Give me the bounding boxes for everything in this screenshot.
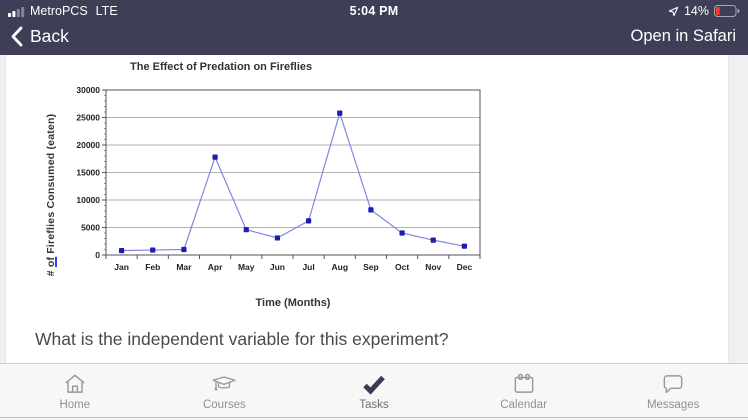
svg-text:Jan: Jan bbox=[114, 262, 129, 272]
tab-home[interactable]: Home bbox=[0, 364, 150, 420]
svg-text:Sep: Sep bbox=[363, 262, 379, 272]
graduation-cap-icon bbox=[210, 370, 238, 398]
calendar-icon bbox=[511, 370, 537, 398]
svg-text:20000: 20000 bbox=[76, 140, 100, 150]
clock: 5:04 PM bbox=[349, 4, 399, 18]
checkmark-icon bbox=[360, 370, 388, 398]
open-in-safari-button[interactable]: Open in Safari bbox=[630, 27, 736, 45]
svg-text:May: May bbox=[238, 262, 255, 272]
tab-courses-label: Courses bbox=[202, 399, 246, 411]
svg-text:Aug: Aug bbox=[331, 262, 348, 272]
svg-text:25000: 25000 bbox=[76, 113, 100, 123]
tab-home-label: Home bbox=[59, 399, 91, 411]
svg-text:15000: 15000 bbox=[76, 168, 100, 178]
tab-courses[interactable]: Courses bbox=[150, 364, 300, 420]
firefly-chart-plot: 0 5000 10000 15000 20000 25000 30000 Jan Feb Mar A… bbox=[76, 85, 481, 272]
carrier-label: MetroPCS bbox=[30, 4, 88, 18]
svg-text:Mar: Mar bbox=[176, 262, 192, 272]
message-bubble-icon bbox=[660, 370, 686, 398]
location-arrow-icon bbox=[668, 6, 679, 17]
question-text: What is the independent variable for thi… bbox=[35, 329, 449, 349]
cellular-signal-icon bbox=[8, 6, 25, 17]
svg-text:30000: 30000 bbox=[76, 85, 100, 95]
tab-calendar-label: Calendar bbox=[500, 399, 547, 411]
svg-text:Jun: Jun bbox=[270, 262, 285, 272]
home-icon bbox=[62, 370, 88, 398]
tab-bar: Home Courses Tasks bbox=[0, 363, 748, 420]
svg-text:Jul: Jul bbox=[302, 262, 314, 272]
svg-text:0: 0 bbox=[95, 250, 100, 260]
svg-text:5000: 5000 bbox=[81, 223, 100, 233]
tab-calendar[interactable]: Calendar bbox=[449, 364, 599, 420]
tab-tasks-label: Tasks bbox=[359, 399, 389, 411]
svg-text:Oct: Oct bbox=[395, 262, 409, 272]
page-gutter-left bbox=[0, 55, 6, 363]
status-bar: MetroPCS LTE 5:04 PM 14% bbox=[0, 0, 748, 22]
svg-text:10000: 10000 bbox=[76, 195, 100, 205]
svg-text:Dec: Dec bbox=[457, 262, 473, 272]
back-label: Back bbox=[30, 26, 69, 46]
assignment-page: The Effect of Predation on Fireflies # o… bbox=[6, 55, 728, 363]
network-label: LTE bbox=[95, 4, 118, 18]
svg-text:Feb: Feb bbox=[145, 262, 160, 272]
page-gutter-right bbox=[728, 55, 748, 363]
tab-tasks[interactable]: Tasks bbox=[299, 364, 449, 420]
webview-content: The Effect of Predation on Fireflies # o… bbox=[0, 55, 748, 363]
back-button[interactable]: Back bbox=[10, 26, 69, 47]
svg-text:Apr: Apr bbox=[208, 262, 223, 272]
tab-messages[interactable]: Messages bbox=[598, 364, 748, 420]
tab-messages-label: Messages bbox=[646, 399, 700, 411]
firefly-chart: The Effect of Predation on Fireflies # o… bbox=[42, 61, 512, 309]
chart-x-axis-label: Time (Months) bbox=[255, 297, 331, 309]
svg-text:Nov: Nov bbox=[425, 262, 441, 272]
chart-y-axis-label: # of Fireflies Consumed (eaten) bbox=[45, 113, 57, 277]
chart-title: The Effect of Predation on Fireflies bbox=[130, 61, 313, 73]
battery-icon bbox=[714, 5, 740, 17]
chevron-left-icon bbox=[10, 26, 23, 47]
battery-percent: 14% bbox=[683, 4, 709, 18]
nav-bar: Back Open in Safari bbox=[0, 22, 748, 55]
top-header: MetroPCS LTE 5:04 PM 14% bbox=[0, 0, 748, 55]
